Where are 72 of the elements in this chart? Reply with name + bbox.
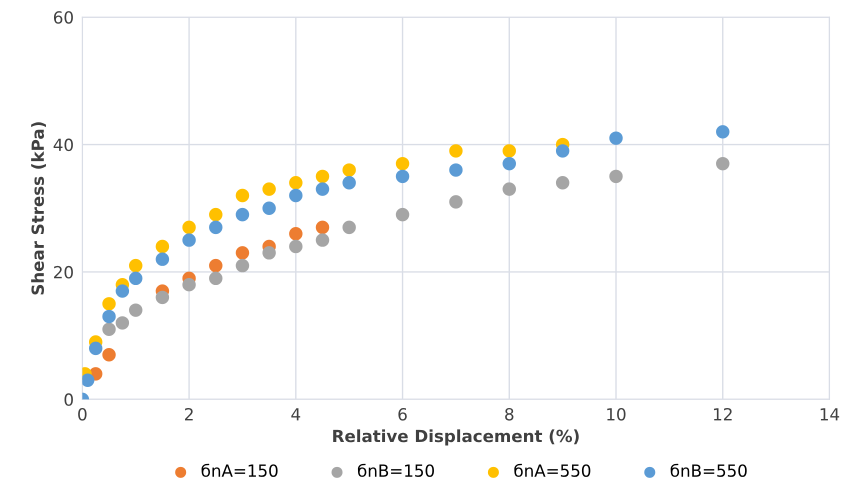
point [609, 170, 623, 184]
point [116, 316, 130, 330]
point [129, 272, 142, 286]
point [316, 220, 330, 234]
point [316, 182, 330, 196]
legend-label: бnB=550 [670, 464, 747, 477]
point [88, 342, 102, 356]
point [102, 310, 116, 324]
x-tick-label: 8 [505, 408, 514, 421]
point [182, 278, 196, 292]
point [209, 220, 222, 234]
point [396, 156, 410, 170]
x-tick-label: 0 [78, 408, 87, 421]
point [236, 246, 250, 260]
point [289, 227, 303, 240]
point [449, 144, 463, 158]
point [556, 176, 570, 190]
x-axis-title: Relative Displacement (%) [333, 429, 579, 446]
y-axis-title: Shear Stress (kPa) [31, 122, 46, 295]
x-tick-label: 10 [607, 408, 626, 421]
point [289, 240, 303, 254]
point [182, 220, 196, 234]
x-tick-label: 12 [714, 408, 732, 420]
point [449, 163, 463, 177]
point [116, 284, 130, 298]
point [502, 144, 516, 158]
x-tick-label: 4 [291, 408, 300, 420]
point [236, 208, 250, 222]
point [289, 188, 303, 202]
point [209, 208, 222, 222]
y-tick-label: 20 [54, 266, 73, 279]
point [716, 125, 730, 139]
point [396, 170, 410, 184]
point [236, 258, 250, 272]
point [209, 258, 222, 272]
point [156, 290, 170, 304]
point [102, 297, 116, 311]
point [156, 252, 170, 266]
point [316, 170, 330, 184]
y-tick-label: 40 [54, 138, 73, 152]
point [262, 246, 276, 260]
point [502, 182, 516, 196]
point [396, 208, 410, 222]
x-tick-label: 14 [820, 408, 840, 420]
legend-label: бnA=550 [514, 464, 590, 477]
point [716, 156, 730, 170]
point [609, 131, 623, 145]
y-tick-label: 60 [54, 11, 73, 24]
point [129, 258, 142, 272]
x-tick-label: 6 [398, 408, 407, 421]
point [316, 233, 330, 247]
point [342, 176, 356, 190]
point [129, 303, 142, 317]
point [556, 144, 570, 158]
point [289, 176, 303, 190]
point [342, 163, 356, 177]
y-tick-label: 0 [64, 393, 73, 406]
point [449, 195, 463, 209]
point [182, 233, 196, 247]
point [102, 348, 116, 362]
point [209, 272, 222, 286]
x-tick-label: 2 [185, 408, 193, 420]
point [102, 322, 116, 336]
point [236, 188, 250, 202]
point [262, 182, 276, 196]
point [262, 202, 276, 215]
point [502, 156, 516, 170]
point [342, 220, 356, 234]
point [156, 240, 170, 254]
point [82, 374, 94, 387]
legend-label: бnA=150 [202, 464, 278, 477]
legend-label: бnB=150 [358, 464, 434, 477]
